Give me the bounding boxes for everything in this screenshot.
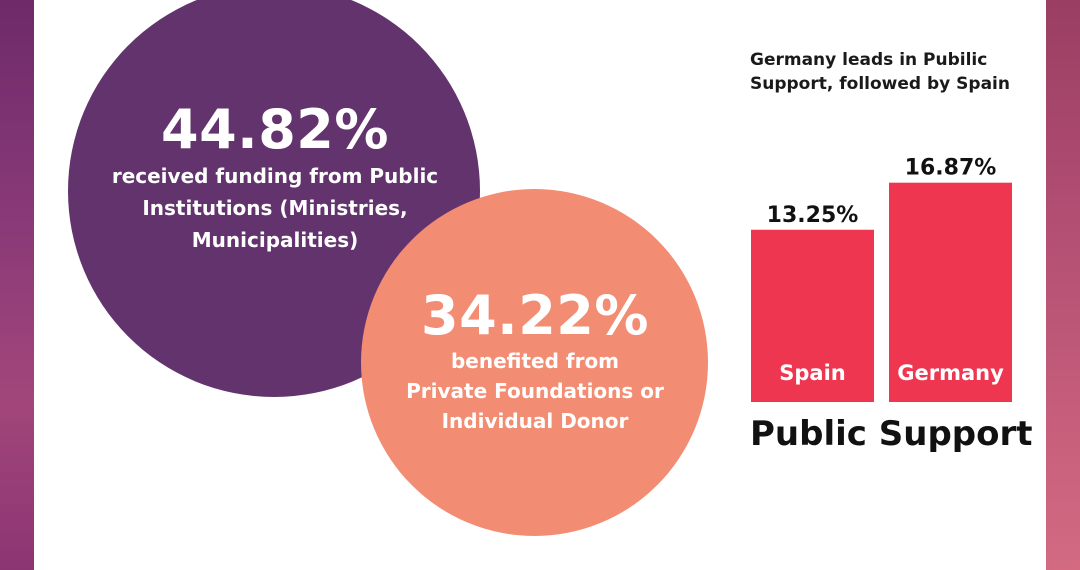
footer-text-cropped [240, 560, 840, 570]
chart-subtitle: Germany leads in Pubilic Support, follow… [750, 50, 1010, 94]
bar-spain [751, 229, 874, 402]
public-institutions-percent: 44.82% [161, 98, 389, 161]
private-foundations-desc-line-3: Individual Donor [441, 409, 629, 433]
value-label-spain: 13.25% [767, 203, 859, 228]
right-border-decoration [1046, 0, 1080, 570]
category-label-spain: Spain [779, 361, 845, 385]
public-institutions-desc-line-1: received funding from Public [111, 164, 439, 188]
public-institutions-stat: 44.82% received funding from Public Inst… [90, 100, 460, 256]
private-foundations-percent: 34.22% [421, 284, 649, 347]
category-label-germany: Germany [897, 361, 1004, 385]
left-border-decoration [0, 0, 34, 570]
value-label-germany: 16.87% [905, 156, 997, 181]
bar-germany [889, 182, 1012, 402]
private-foundations-desc-line-2: Private Foundations or [406, 379, 664, 403]
private-foundations-stat: 34.22% benefited from Private Foundation… [380, 286, 690, 436]
public-institutions-desc-line-3: Municipalities) [191, 228, 359, 252]
chart-title: Public Support [750, 414, 1033, 454]
public-institutions-desc-line-2: Institutions (Ministries, [142, 196, 408, 220]
public-support-bar-chart: 13.25% Spain 16.87% Germany [751, 156, 1012, 402]
private-foundations-circle [361, 189, 708, 536]
private-foundations-desc-line-1: benefited from [450, 349, 620, 373]
